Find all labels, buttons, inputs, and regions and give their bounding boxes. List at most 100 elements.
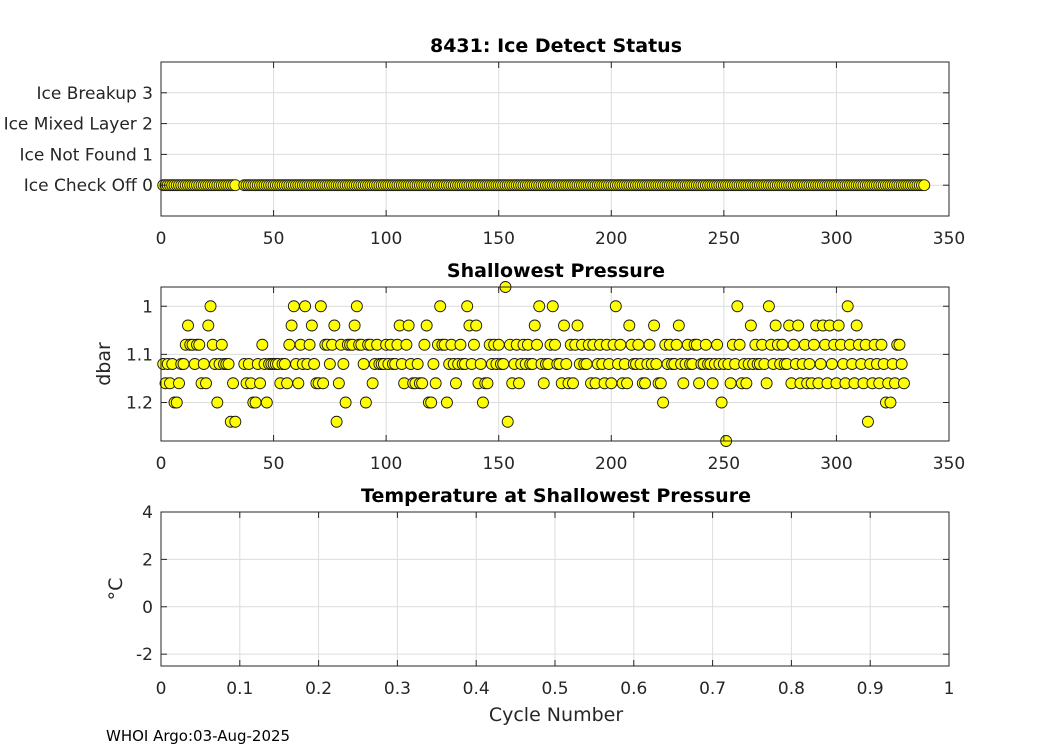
pressure-data-point [792,319,805,332]
ice-status-x-tick-label: 0 [156,229,167,249]
ice-status-x-tick-label: 250 [708,229,740,249]
pressure-y-tick-label: 1.2 [126,394,153,414]
ice-status-y-tick-label: Ice Check Off 0 [24,176,153,196]
temperature-y-tick-labels: -2 0 2 4 [136,503,153,665]
pressure-data-point [744,319,757,332]
pressure-data-point [621,377,633,390]
ice-status-ticks [160,62,950,216]
temperature-y-tick-label: 4 [142,503,153,523]
pressure-data-point [643,338,656,351]
temperature-panel: Temperature at Shallowest Pressure 0 0.1 0… [105,485,954,726]
pressure-data-point [170,396,183,409]
pressure-data-point [454,338,467,351]
pressure-data-point [429,377,442,390]
pressure-data-point [632,338,645,351]
pressure-data-point [256,338,269,351]
pressure-data-point [639,377,652,390]
ice-status-panel: 8431: Ice Detect Status 0 50 100 150 200 250 3… [4,35,966,249]
pressure-data-point [531,338,543,351]
pressure-data-point [254,377,267,390]
pressure-data-point [832,319,845,332]
pressure-data-point [762,300,775,313]
pressure-data-point [222,358,235,370]
pressure-data-point [776,338,789,351]
pressure-data-point [558,319,570,332]
pressure-data-point [605,377,618,390]
pressure-data-point [650,358,663,370]
pressure-data-point [299,300,312,313]
pressure-points [157,281,910,447]
pressure-data-point [733,338,746,351]
temperature-y-tick-label: -2 [136,645,153,665]
pressure-data-point [197,358,210,370]
pressure-data-point [202,319,215,332]
pressure-data-point [580,358,593,370]
pressure-title: Shallowest Pressure [447,260,665,282]
pressure-data-point [292,377,305,390]
pressure-data-point [706,377,719,390]
pressure-data-point [425,396,438,409]
temperature-x-tick-label: 0.5 [541,679,568,699]
pressure-y-tick-label: 1 [142,297,153,317]
pressure-data-point [895,358,908,370]
temperature-x-tick-label: 1 [944,679,955,699]
pressure-data-point [348,319,361,332]
pressure-data-point [825,358,838,370]
temperature-x-tick-label: 0.3 [384,679,411,699]
pressure-data-point [648,319,661,332]
temperature-x-tick-label: 0.2 [305,679,332,699]
x-axis-label: Cycle Number [489,704,623,726]
pressure-data-point [850,319,863,332]
pressure-data-point [492,338,505,351]
pressure-data-point [670,338,683,351]
pressure-data-point [875,338,888,351]
pressure-data-point [350,300,363,313]
pressure-data-point [173,377,185,390]
pressure-data-point [614,338,627,351]
ice-status-y-tick-label: Ice Not Found 1 [19,145,153,165]
footer-stamp: WHOI Argo:03-Aug-2025 [106,727,290,745]
pressure-data-point [474,358,487,370]
pressure-data-point [893,338,906,351]
pressure-data-point [281,377,294,390]
pressure-data-point [567,377,579,390]
temperature-ticks [160,511,950,666]
temperature-x-tick-label: 0.4 [463,679,490,699]
pressure-data-point [287,300,300,313]
ice-status-x-tick-label: 350 [933,229,965,249]
pressure-y-tick-label: 1.1 [126,345,153,365]
pressure-data-point [803,358,816,370]
ice-status-x-tick-label: 100 [370,229,402,249]
pressure-data-point [215,338,228,351]
pressure-panel: Shallowest Pressure 0 50 100 150 200 250 300 35… [93,260,965,474]
pressure-data-point [285,319,298,332]
pressure-data-point [278,358,291,370]
pressure-data-point [303,338,316,351]
pressure-x-tick-label: 100 [370,454,402,474]
ice-status-x-tick-label: 150 [482,229,514,249]
pressure-data-point [227,377,240,390]
ice-status-x-tick-label: 200 [595,229,627,249]
pressure-data-point [449,377,462,390]
pressure-data-point [513,377,525,390]
ice-status-y-tick-label: Ice Mixed Layer 2 [4,115,153,135]
pressure-x-tick-label: 50 [263,454,285,474]
pressure-data-point [477,396,489,409]
pressure-data-point [366,377,379,390]
pressure-data-point [402,319,415,332]
pressure-ticks [160,287,950,441]
ice-status-title: 8431: Ice Detect Status [430,35,682,57]
temperature-title: Temperature at Shallowest Pressure [361,485,751,507]
pressure-data-point [724,377,737,390]
pressure-data-point [672,319,685,332]
pressure-data-point [884,396,897,409]
pressure-data-point [546,300,559,313]
ice-status-y-tick-labels: Ice Check Off 0 Ice Not Found 1 Ice Mixed … [4,84,153,196]
temperature-x-tick-label: 0.7 [699,679,726,699]
pressure-data-point [330,415,343,428]
pressure-data-point [400,338,413,351]
temperature-x-tick-label: 0.6 [620,679,647,699]
ice-status-x-tick-labels: 0 50 100 150 200 250 300 350 [156,229,966,249]
ice-status-plot-area [161,62,949,216]
